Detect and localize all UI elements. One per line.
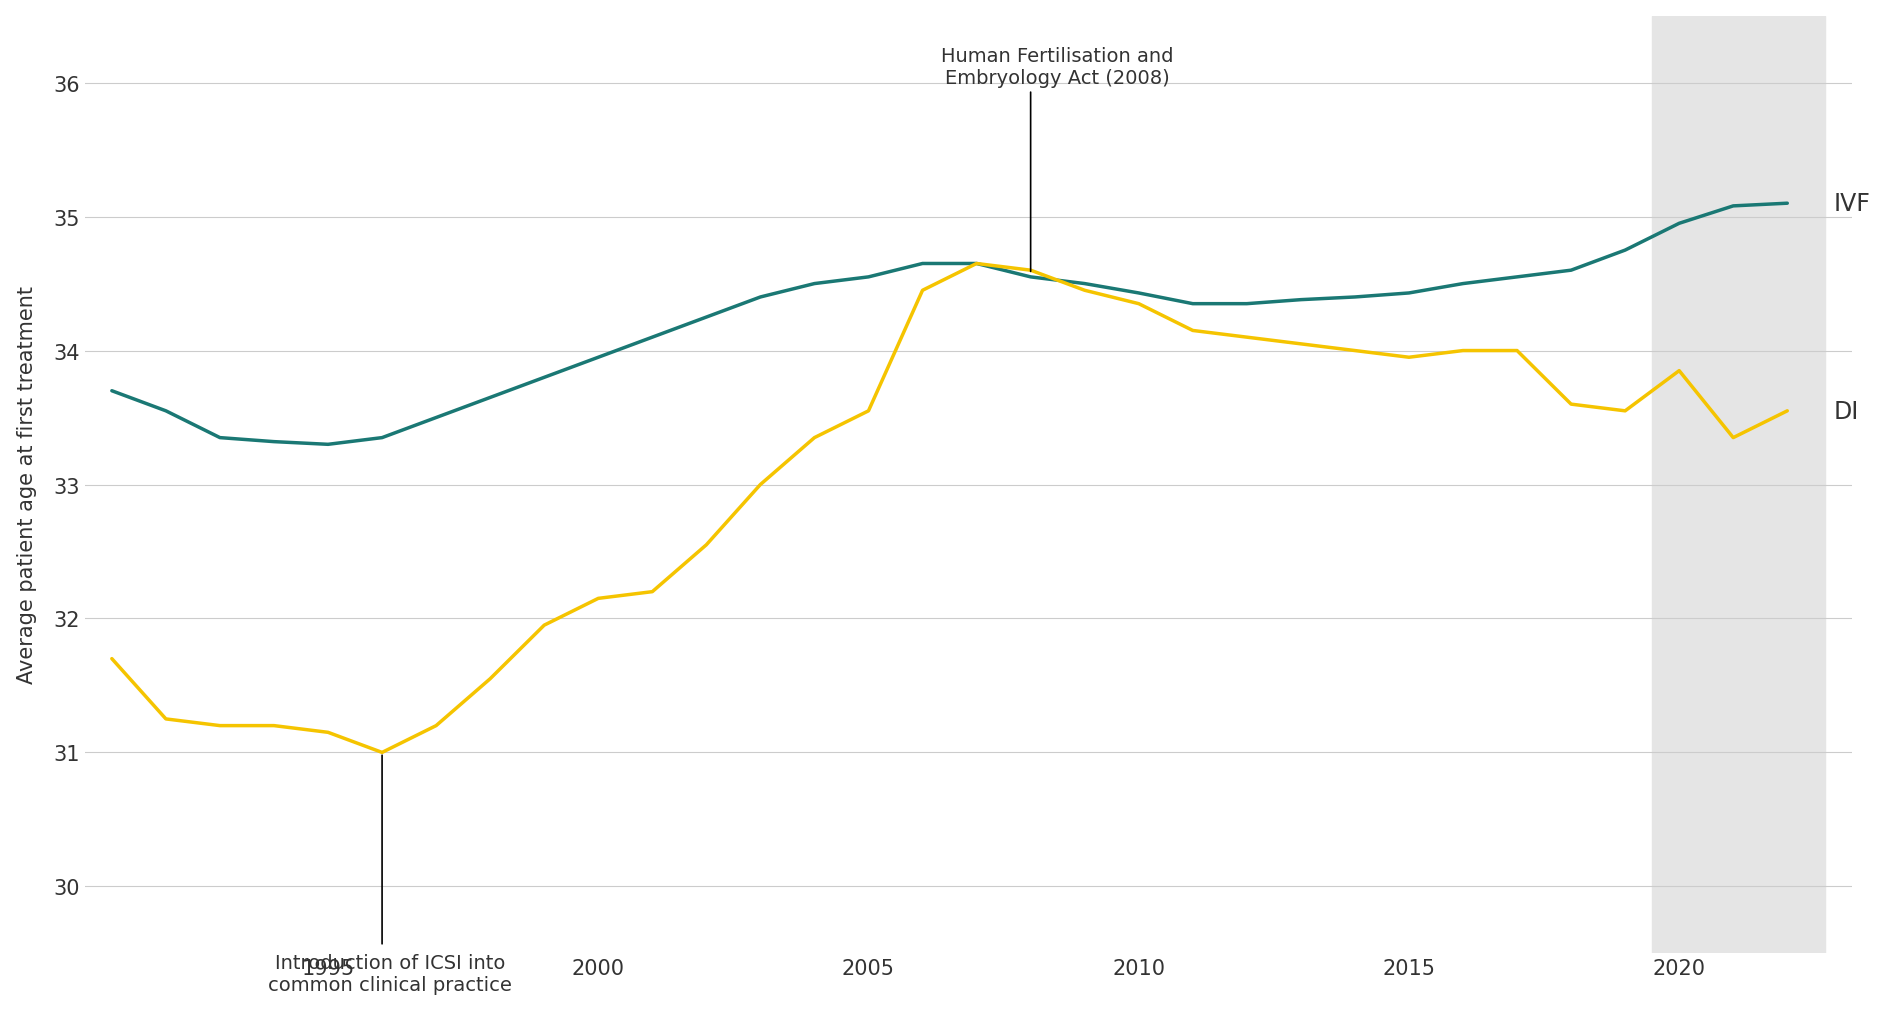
Text: Human Fertilisation and
Embryology Act (2008): Human Fertilisation and Embryology Act (… xyxy=(941,47,1173,88)
Text: IVF: IVF xyxy=(1832,192,1868,216)
Y-axis label: Average patient age at first treatment: Average patient age at first treatment xyxy=(17,286,36,683)
Bar xyxy=(1651,16,1825,953)
Text: DI: DI xyxy=(1832,399,1857,424)
Text: Introduction of ICSI into
common clinical practice: Introduction of ICSI into common clinica… xyxy=(268,953,512,995)
